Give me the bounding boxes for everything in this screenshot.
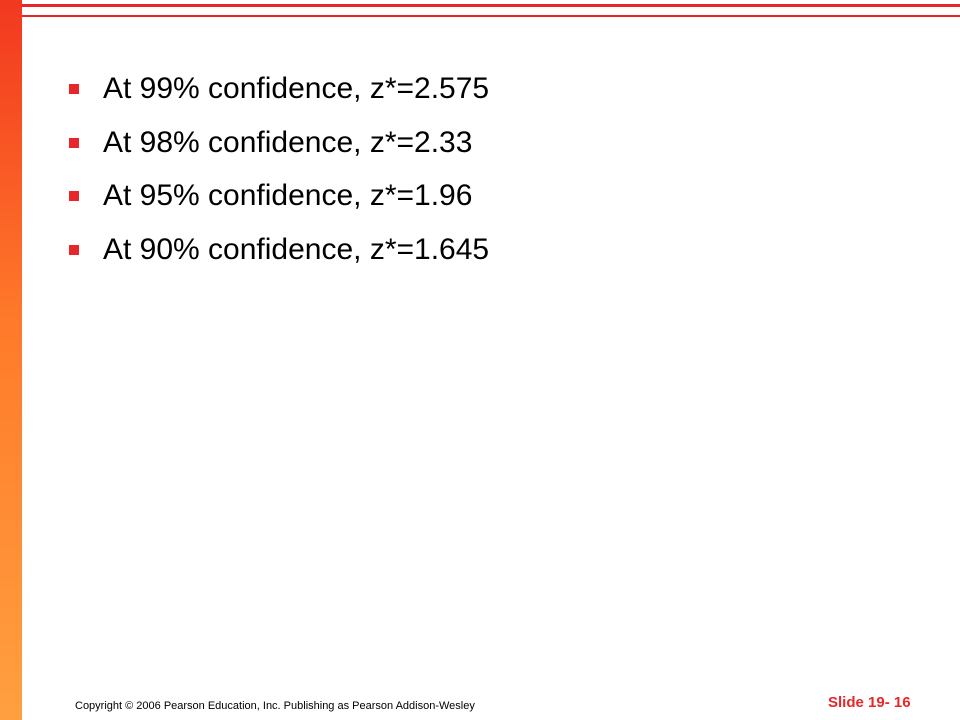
side-bar (0, 0, 22, 720)
bullet-item: At 99% confidence, z*=2.575 (0, 62, 489, 116)
bullet-item: At 90% confidence, z*=1.645 (0, 223, 489, 277)
bullet-item: At 98% confidence, z*=2.33 (0, 116, 489, 170)
copyright: Copyright © 2006 Pearson Education, Inc.… (75, 700, 475, 712)
top-rule (22, 15, 960, 17)
bullet-list: At 99% confidence, z*=2.575 At 98% confid… (0, 62, 489, 276)
slide-number: Slide 19- 16 (828, 694, 911, 711)
bullet-item: At 95% confidence, z*=1.96 (0, 169, 489, 223)
top-rule (22, 4, 960, 7)
